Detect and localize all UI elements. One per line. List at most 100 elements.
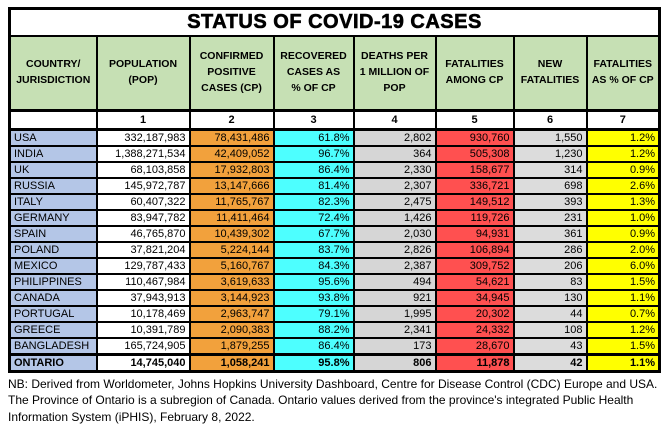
cell-fatalities-pct: 0.9%	[585, 224, 661, 243]
cell-country: ONTARIO	[8, 352, 98, 372]
table-row: MEXICO 129,787,433 5,160,767 84.3% 2,387…	[8, 256, 661, 275]
cell-confirmed-positive: 2,963,747	[188, 304, 275, 323]
cell-confirmed-positive: 17,932,803	[188, 160, 275, 179]
cell-deaths-per-1m: 806	[352, 352, 437, 372]
cell-population: 37,943,913	[95, 288, 191, 307]
column-number: 7	[585, 109, 661, 131]
cell-new-fatalities: 1,550	[512, 128, 588, 147]
cell-new-fatalities: 206	[512, 256, 588, 275]
column-header-deaths-per-1m: DEATHS PER 1 MILLION OF POP	[352, 35, 437, 112]
cell-population: 83,947,782	[95, 208, 191, 227]
cell-recovered-pct: 86.4%	[272, 336, 355, 355]
cell-deaths-per-1m: 1,426	[352, 208, 437, 227]
table-title: STATUS OF COVID-19 CASES	[8, 7, 661, 37]
cell-confirmed-positive: 78,431,486	[188, 128, 275, 147]
cell-recovered-pct: 95.8%	[272, 352, 355, 372]
cell-fatalities-pct: 1.5%	[585, 272, 661, 291]
cell-fatalities: 34,945	[434, 288, 515, 307]
cell-fatalities-pct: 1.2%	[585, 144, 661, 163]
cell-recovered-pct: 86.4%	[272, 160, 355, 179]
cell-confirmed-positive: 10,439,302	[188, 224, 275, 243]
cell-population: 14,745,040	[95, 352, 191, 372]
cell-confirmed-positive: 42,409,052	[188, 144, 275, 163]
cell-country: PORTUGAL	[8, 304, 98, 323]
cell-population: 145,972,787	[95, 176, 191, 195]
cell-new-fatalities: 393	[512, 192, 588, 211]
cell-new-fatalities: 130	[512, 288, 588, 307]
cell-country: GERMANY	[8, 208, 98, 227]
table-row: ONTARIO 14,745,040 1,058,241 95.8% 806 1…	[8, 352, 661, 372]
cell-fatalities-pct: 1.1%	[585, 352, 661, 372]
cell-recovered-pct: 96.7%	[272, 144, 355, 163]
cell-country: BANGLADESH	[8, 336, 98, 355]
column-number: 5	[434, 109, 515, 131]
cell-confirmed-positive: 3,619,633	[188, 272, 275, 291]
column-number	[8, 109, 98, 131]
cell-fatalities: 11,878	[434, 352, 515, 372]
cell-deaths-per-1m: 2,307	[352, 176, 437, 195]
cell-country: POLAND	[8, 240, 98, 259]
cell-fatalities-pct: 1.0%	[585, 208, 661, 227]
cell-confirmed-positive: 5,224,144	[188, 240, 275, 259]
cell-population: 68,103,858	[95, 160, 191, 179]
cell-country: SPAIN	[8, 224, 98, 243]
footnote: NB: Derived from Worldometer, Johns Hopk…	[8, 376, 658, 424]
cell-deaths-per-1m: 2,475	[352, 192, 437, 211]
cell-deaths-per-1m: 2,802	[352, 128, 437, 147]
column-header-recovered-pct: RECOVERED CASES AS % OF CP	[272, 35, 355, 112]
cell-deaths-per-1m: 494	[352, 272, 437, 291]
cell-fatalities-pct: 1.5%	[585, 336, 661, 355]
cell-recovered-pct: 83.7%	[272, 240, 355, 259]
cell-deaths-per-1m: 2,030	[352, 224, 437, 243]
cell-deaths-per-1m: 173	[352, 336, 437, 355]
table-row: ITALY 60,407,322 11,765,767 82.3% 2,475 …	[8, 192, 661, 211]
column-header-new-fatalities: NEW FATALITIES	[512, 35, 588, 112]
cell-fatalities-pct: 6.0%	[585, 256, 661, 275]
cell-country: CANADA	[8, 288, 98, 307]
table-row: PHILIPPINES 110,467,984 3,619,633 95.6% …	[8, 272, 661, 291]
cell-deaths-per-1m: 364	[352, 144, 437, 163]
cell-confirmed-positive: 2,090,383	[188, 320, 275, 339]
cell-fatalities-pct: 2.0%	[585, 240, 661, 259]
cell-population: 165,724,905	[95, 336, 191, 355]
table-row: PORTUGAL 10,178,469 2,963,747 79.1% 1,99…	[8, 304, 661, 323]
cell-country: ITALY	[8, 192, 98, 211]
table-row: UK 68,103,858 17,932,803 86.4% 2,330 158…	[8, 160, 661, 179]
cell-new-fatalities: 43	[512, 336, 588, 355]
cell-new-fatalities: 286	[512, 240, 588, 259]
cell-population: 46,765,870	[95, 224, 191, 243]
column-header-confirmed-positive: CONFIRMED POSITIVE CASES (CP)	[188, 35, 275, 112]
cell-population: 332,187,983	[95, 128, 191, 147]
cell-recovered-pct: 81.4%	[272, 176, 355, 195]
table-body: USA 332,187,983 78,431,486 61.8% 2,802 9…	[8, 128, 661, 372]
cell-deaths-per-1m: 2,341	[352, 320, 437, 339]
cell-country: RUSSIA	[8, 176, 98, 195]
cell-country: USA	[8, 128, 98, 147]
cell-new-fatalities: 314	[512, 160, 588, 179]
cell-population: 10,391,789	[95, 320, 191, 339]
cell-fatalities: 20,302	[434, 304, 515, 323]
cell-fatalities-pct: 1.2%	[585, 320, 661, 339]
cell-fatalities: 28,670	[434, 336, 515, 355]
cell-new-fatalities: 108	[512, 320, 588, 339]
cell-confirmed-positive: 5,160,767	[188, 256, 275, 275]
table-row: POLAND 37,821,204 5,224,144 83.7% 2,826 …	[8, 240, 661, 259]
cell-recovered-pct: 88.2%	[272, 320, 355, 339]
cell-country: GREECE	[8, 320, 98, 339]
column-number: 3	[272, 109, 355, 131]
column-number: 1	[95, 109, 191, 131]
cell-fatalities: 505,308	[434, 144, 515, 163]
cell-fatalities: 24,332	[434, 320, 515, 339]
cell-recovered-pct: 67.7%	[272, 224, 355, 243]
cell-recovered-pct: 84.3%	[272, 256, 355, 275]
cell-recovered-pct: 79.1%	[272, 304, 355, 323]
table-row: GREECE 10,391,789 2,090,383 88.2% 2,341 …	[8, 320, 661, 339]
cell-fatalities: 54,621	[434, 272, 515, 291]
table-row: SPAIN 46,765,870 10,439,302 67.7% 2,030 …	[8, 224, 661, 243]
cell-fatalities-pct: 1.2%	[585, 128, 661, 147]
cell-new-fatalities: 44	[512, 304, 588, 323]
cell-population: 110,467,984	[95, 272, 191, 291]
cell-new-fatalities: 698	[512, 176, 588, 195]
cell-fatalities: 106,894	[434, 240, 515, 259]
cell-country: INDIA	[8, 144, 98, 163]
